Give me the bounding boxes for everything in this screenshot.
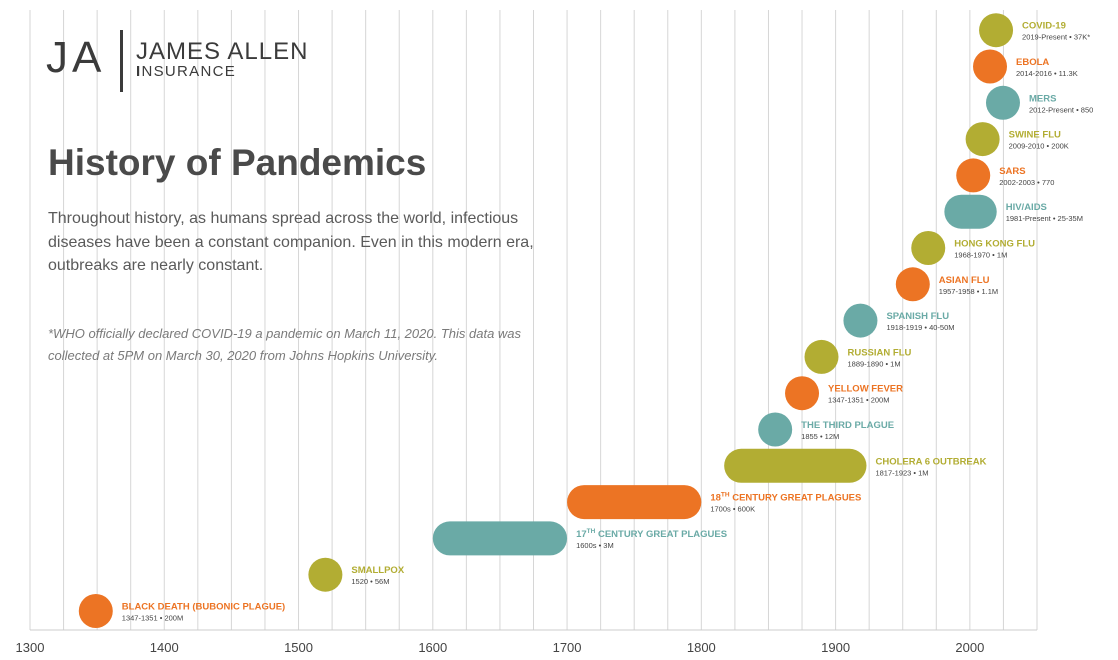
x-tick-label: 1900: [821, 640, 850, 655]
event-name-number: 17: [576, 529, 587, 540]
x-tick-label: 1800: [687, 640, 716, 655]
event-marker: [973, 49, 1008, 84]
event-name: EBOLA: [1016, 57, 1049, 68]
logo-subtitle-initial: I: [136, 63, 142, 80]
event-bar: [432, 521, 568, 556]
logo-subtitle-rest: NSURANCE: [141, 63, 237, 80]
event-name: COVID-19: [1022, 21, 1066, 32]
event-detail: 2002-2003 • 770: [999, 178, 1054, 187]
event-name: CHOLERA 6 OUTBREAK: [875, 456, 986, 467]
event-name: SARS: [999, 166, 1025, 177]
event-detail: 1600s • 3M: [576, 541, 614, 550]
footnote-text: *WHO officially declared COVID-19 a pand…: [48, 326, 522, 363]
event-name-superscript: TH: [721, 492, 730, 499]
x-tick-label: 1300: [16, 640, 45, 655]
event-bar: [944, 194, 997, 229]
logo-divider: [120, 30, 123, 92]
event-detail: 1981-Present • 25-35M: [1006, 214, 1083, 223]
event-name: THE THIRD PLAGUE: [801, 420, 894, 431]
event-name: YELLOW FEVER: [828, 384, 903, 395]
event-marker: [979, 13, 1014, 48]
event-name: 17TH CENTURY GREAT PLAGUES: [576, 528, 727, 540]
logo-company-name: JAMES ALLEN: [136, 38, 309, 65]
event-marker: [804, 339, 839, 374]
event-name-rest: CENTURY GREAT PLAGUES: [595, 529, 727, 540]
event-marker: [956, 158, 991, 193]
event-name-number: 18: [710, 493, 721, 504]
event-marker: [785, 376, 820, 411]
event-detail: 2009-2010 • 200K: [1009, 142, 1069, 151]
event-detail: 1889-1890 • 1M: [848, 359, 901, 368]
x-tick-label: 1700: [553, 640, 582, 655]
event-detail: 1347-1351 • 200M: [828, 396, 889, 405]
event-markers: [78, 13, 1020, 628]
x-axis: 1300 1400 1500 1600 1700 1800 1900 2000: [16, 629, 1037, 655]
event-name: SWINE FLU: [1009, 130, 1061, 141]
event-labels: BLACK DEATH (BUBONIC PLAGUE)1347-1351 • …: [122, 21, 1094, 623]
event-name-superscript: TH: [587, 528, 596, 535]
x-tick-label: 1500: [284, 640, 313, 655]
event-name: HONG KONG FLU: [954, 239, 1035, 250]
x-tick-label: 1600: [418, 640, 447, 655]
event-name: HIV/AIDS: [1006, 202, 1047, 213]
event-name: SMALLPOX: [351, 565, 404, 576]
event-bar: [567, 485, 702, 520]
event-name-rest: CENTURY GREAT PLAGUES: [730, 493, 862, 504]
event-marker: [843, 303, 878, 338]
event-detail: 2019-Present • 37K*: [1022, 33, 1090, 42]
event-name: 18TH CENTURY GREAT PLAGUES: [710, 492, 861, 504]
event-name: ASIAN FLU: [939, 275, 990, 286]
event-bar: [724, 448, 867, 483]
event-name: MERS: [1029, 93, 1056, 104]
event-marker: [308, 557, 343, 592]
event-name: BLACK DEATH (BUBONIC PLAGUE): [122, 602, 285, 613]
event-detail: 2014-2016 • 11.3K: [1016, 69, 1078, 78]
event-marker: [895, 267, 930, 302]
event-detail: 1918-1919 • 40-50M: [886, 323, 954, 332]
logo-mark: JA: [46, 33, 106, 82]
event-detail: 1968-1970 • 1M: [954, 251, 1007, 260]
page-title: History of Pandemics: [48, 142, 427, 183]
event-detail: 1700s • 600K: [710, 505, 755, 514]
event-detail: 1347-1351 • 200M: [122, 614, 183, 623]
description-text: Throughout history, as humans spread acr…: [48, 210, 534, 274]
x-tick-label: 1400: [150, 640, 179, 655]
event-detail: 1817-1923 • 1M: [875, 468, 928, 477]
event-detail: 2012-Present • 850: [1029, 105, 1093, 114]
event-detail: 1855 • 12M: [801, 432, 839, 441]
event-marker: [758, 412, 793, 447]
event-bar: [985, 85, 1020, 120]
event-detail: 1520 • 56M: [351, 577, 389, 586]
event-name: RUSSIAN FLU: [848, 347, 912, 358]
logo-subtitle: INSURANCE: [136, 64, 236, 80]
event-detail: 1957-1958 • 1.1M: [939, 287, 998, 296]
x-tick-label: 2000: [955, 640, 984, 655]
event-marker: [78, 594, 113, 628]
event-marker: [965, 122, 1000, 157]
event-name: SPANISH FLU: [886, 311, 949, 322]
event-marker: [911, 231, 946, 265]
